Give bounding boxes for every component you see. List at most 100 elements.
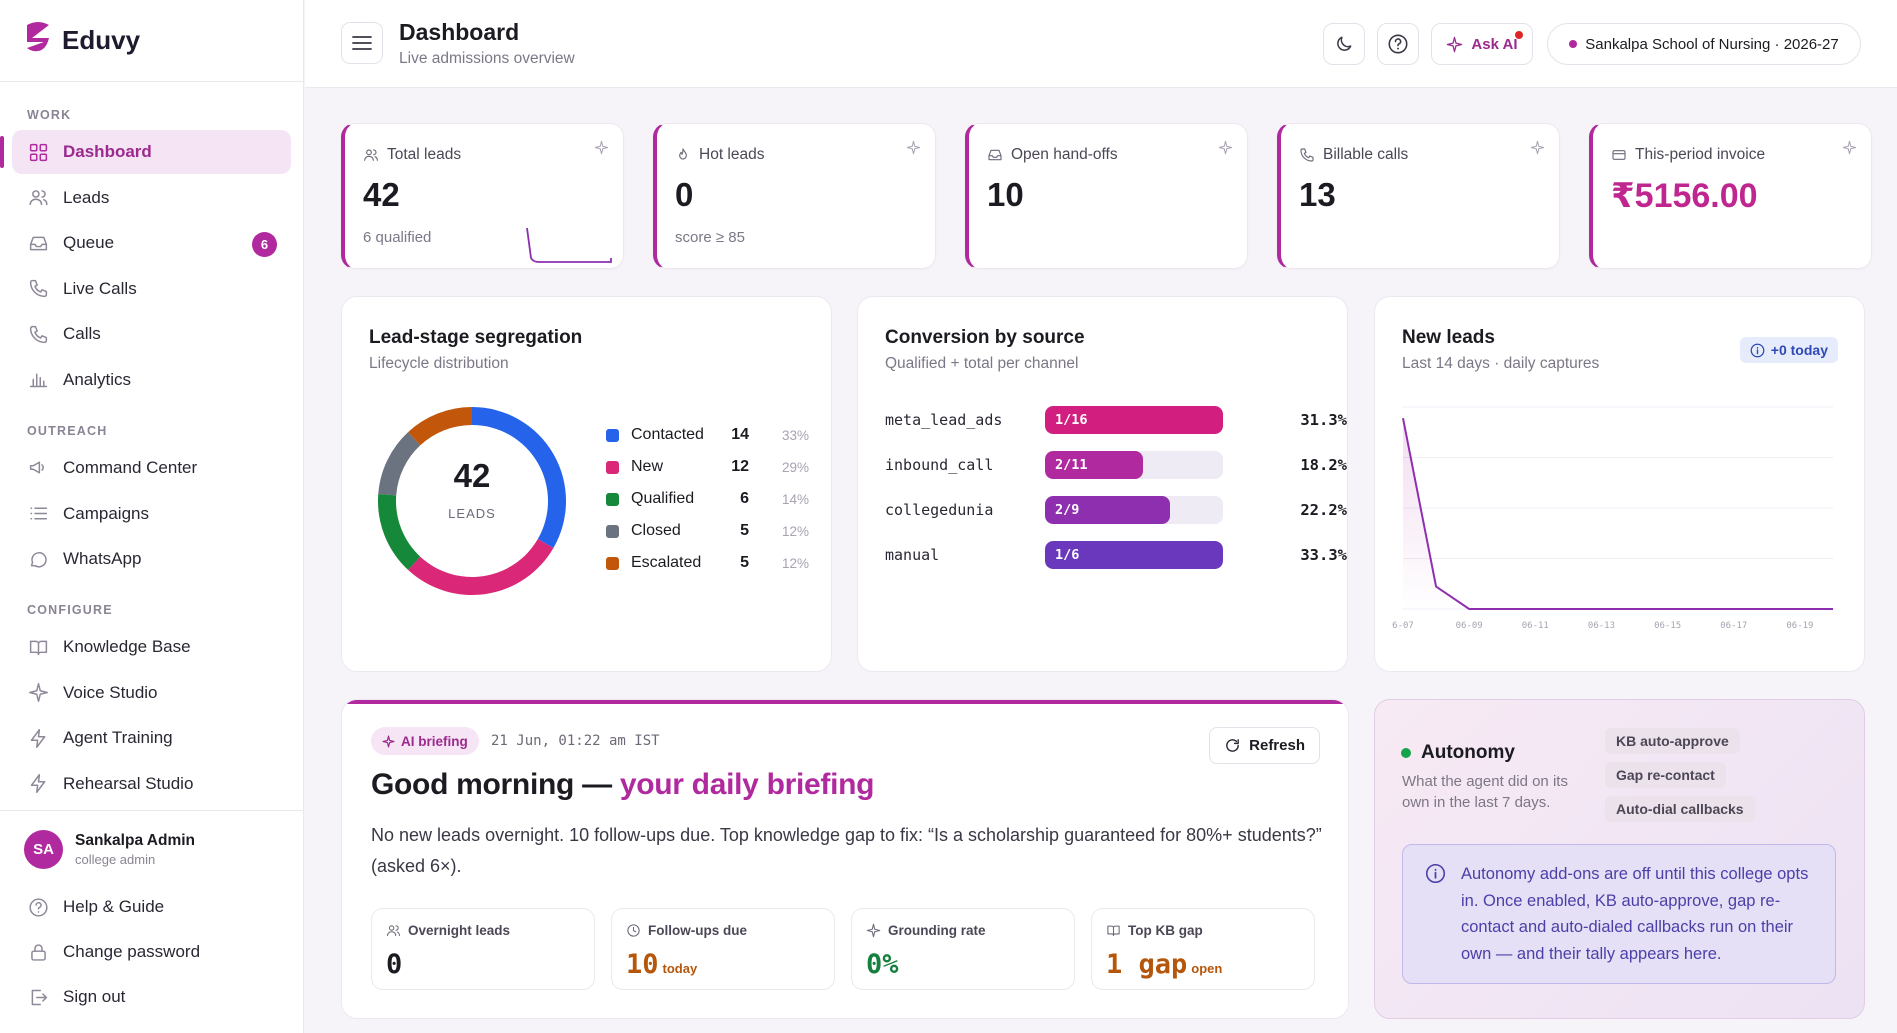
logout-icon xyxy=(31,989,48,1005)
x-tick-label: 06-17 xyxy=(1720,621,1747,631)
donut-slice-contacted[interactable] xyxy=(472,407,566,548)
autonomy-title-label: Autonomy xyxy=(1421,742,1515,763)
nav-icon-wrap xyxy=(27,141,49,163)
sidebar-item-whatsapp[interactable]: WhatsApp xyxy=(12,537,291,581)
stat-card-total-leads[interactable]: Total leads 42 6 qualified xyxy=(341,123,624,269)
theme-toggle-button[interactable] xyxy=(1323,23,1365,65)
sidebar-item-dashboard[interactable]: Dashboard xyxy=(0,130,291,174)
sidebar-item-queue[interactable]: Queue 6 xyxy=(12,221,291,265)
metric-value-text: 10 xyxy=(626,949,659,980)
nav-icon-wrap xyxy=(27,773,49,795)
sparkle-icon xyxy=(594,140,609,155)
metric-value-text: 0 xyxy=(386,949,403,980)
footer-item-label: Sign out xyxy=(63,987,126,1006)
help-button[interactable] xyxy=(1377,23,1419,65)
donut-slice-new[interactable] xyxy=(408,539,554,595)
stat-value: ₹5156.00 xyxy=(1611,177,1758,215)
metric-value-suffix: today xyxy=(662,961,698,976)
sidebar-item-agent-training[interactable]: Agent Training xyxy=(12,716,291,760)
bar-chart-icon xyxy=(29,373,47,388)
autonomy-note: Autonomy add-ons are off until this coll… xyxy=(1402,844,1836,984)
nav-icon-wrap xyxy=(27,278,49,300)
nav-icon-wrap xyxy=(27,369,49,391)
briefing-text: No new leads overnight. 10 follow-ups du… xyxy=(371,825,1322,876)
stat-card-this-period-invoice[interactable]: This-period invoice ₹5156.00 xyxy=(1589,123,1872,269)
flame-icon xyxy=(679,148,687,160)
sidebar-item-campaigns[interactable]: Campaigns xyxy=(12,492,291,536)
stat-label: Billable calls xyxy=(1299,146,1408,164)
sidebar-item-calls[interactable]: Calls xyxy=(12,312,291,356)
legend-count: 6 xyxy=(740,490,749,507)
sidebar-item-leads[interactable]: Leads xyxy=(12,176,291,220)
menu-button[interactable] xyxy=(341,22,383,64)
sidebar-item-knowledge-base[interactable]: Knowledge Base xyxy=(12,625,291,669)
metric-value: 0% xyxy=(866,949,899,980)
stat-subtext: score ≥ 85 xyxy=(675,229,745,246)
lead-stage-donut xyxy=(378,407,566,595)
source-percent: 31.3% xyxy=(1300,411,1347,429)
metric-value-text: 1 gap xyxy=(1106,949,1188,980)
ask-ai-button[interactable]: Ask AI xyxy=(1431,23,1533,65)
stat-card-billable-calls[interactable]: Billable calls 13 xyxy=(1277,123,1560,269)
sidebar-item-label: Leads xyxy=(63,187,110,207)
footer-item-label: Help & Guide xyxy=(63,897,165,916)
briefing-time: 21 Jun, 01:22 am IST xyxy=(491,733,660,749)
phone-icon xyxy=(29,280,47,298)
metric-value: 0 xyxy=(386,949,402,980)
footer-item-sign-out[interactable]: Sign out xyxy=(0,975,303,1019)
refresh-button[interactable]: Refresh xyxy=(1209,727,1320,764)
legend-item-contacted: Contacted 14 33% xyxy=(606,419,826,451)
sidebar-item-live-calls[interactable]: Live Calls xyxy=(12,267,291,311)
new-leads-chart: 6-07 06-09 06-11 06-13 06-15 06-17 06-19 xyxy=(1392,406,1834,631)
footer-item-help-guide[interactable]: Help & Guide xyxy=(0,885,303,929)
sparkle-icon xyxy=(906,140,921,155)
sidebar-item-voice-studio[interactable]: Voice Studio xyxy=(12,671,291,715)
briefing-accent-bar xyxy=(342,700,1348,704)
sparkle-icon xyxy=(28,683,48,703)
topbar: Dashboard Live admissions overview Ask A… xyxy=(305,0,1897,88)
source-row-manual: manual 1/6 33.3% xyxy=(885,540,1347,570)
sidebar-item-label: Live Calls xyxy=(63,278,137,298)
source-bar-track: 1/6 xyxy=(1045,541,1223,569)
source-name: manual xyxy=(885,546,940,564)
org-selector[interactable]: Sankalpa School of Nursing · 2026-27 xyxy=(1547,23,1861,65)
autonomy-subtitle: What the agent did on its own in the las… xyxy=(1402,773,1568,811)
source-bar: 1/6 xyxy=(1045,541,1223,569)
today-badge-label: +0 today xyxy=(1770,342,1828,358)
stat-card-hot-leads[interactable]: Hot leads 0 score ≥ 85 xyxy=(653,123,936,269)
metric-value-text: 0% xyxy=(866,949,899,980)
source-name: inbound_call xyxy=(885,456,994,474)
stat-label: Total leads xyxy=(363,146,461,164)
donut-slice-qualified[interactable] xyxy=(378,493,421,570)
stat-card-open-hand-offs[interactable]: Open hand-offs 10 xyxy=(965,123,1248,269)
sparkle-icon xyxy=(382,734,395,748)
donut-slice-escalated[interactable] xyxy=(408,407,472,446)
megaphone-icon xyxy=(29,461,44,474)
lead-stage-subtitle: Lifecycle distribution xyxy=(369,355,509,372)
refresh-label: Refresh xyxy=(1249,737,1305,754)
legend-label: New xyxy=(631,458,664,475)
sidebar-item-command-center[interactable]: Command Center xyxy=(12,446,291,490)
sidebar-item-label: Knowledge Base xyxy=(63,637,191,657)
source-bar-track: 2/9 xyxy=(1045,496,1223,524)
donut-center-value: 42 xyxy=(453,457,491,494)
brand-name: Eduvy xyxy=(62,25,141,55)
footer-item-change-password[interactable]: Change password xyxy=(0,930,303,974)
donut-slice-closed[interactable] xyxy=(378,432,421,496)
nav-icon-wrap xyxy=(27,187,49,209)
x-tick-label: 6-07 xyxy=(1392,621,1414,631)
x-tick-label: 06-13 xyxy=(1588,621,1615,631)
sparkline-path xyxy=(526,227,612,263)
user-profile[interactable]: SA Sankalpa Admin college admin xyxy=(0,829,303,869)
sidebar-item-label: Analytics xyxy=(63,369,132,389)
footer-nav: Help & Guide Change password Sign out xyxy=(0,885,303,1019)
sidebar-item-analytics[interactable]: Analytics xyxy=(12,358,291,402)
brand[interactable]: Eduvy xyxy=(0,0,303,82)
metric-label: Top KB gap xyxy=(1106,923,1203,938)
nav-icon-wrap xyxy=(27,323,49,345)
source-percent: 33.3% xyxy=(1300,546,1347,564)
sidebar-item-rehearsal-studio[interactable]: Rehearsal Studio xyxy=(12,762,291,806)
ai-briefing-pill-label: AI briefing xyxy=(401,733,468,749)
source-percent: 18.2% xyxy=(1300,456,1347,474)
page-title: Dashboard xyxy=(399,19,520,45)
